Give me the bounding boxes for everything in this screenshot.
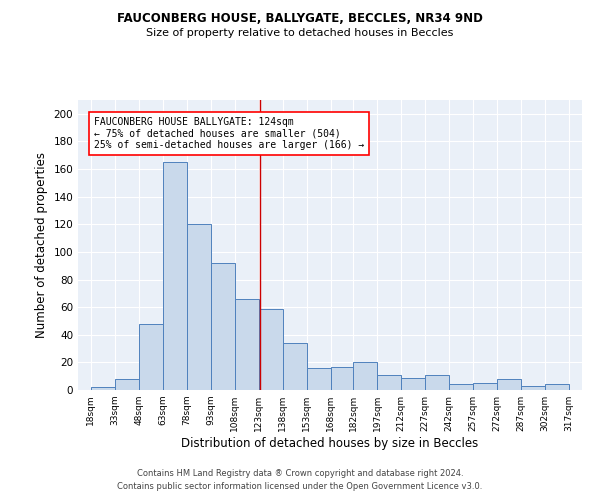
Bar <box>425 375 449 390</box>
Bar <box>307 368 331 390</box>
Text: FAUCONBERG HOUSE BALLYGATE: 124sqm
← 75% of detached houses are smaller (504)
25: FAUCONBERG HOUSE BALLYGATE: 124sqm ← 75%… <box>94 116 364 150</box>
Text: FAUCONBERG HOUSE, BALLYGATE, BECCLES, NR34 9ND: FAUCONBERG HOUSE, BALLYGATE, BECCLES, NR… <box>117 12 483 26</box>
Bar <box>115 379 139 390</box>
Text: Contains public sector information licensed under the Open Government Licence v3: Contains public sector information licen… <box>118 482 482 491</box>
Bar <box>521 386 545 390</box>
Bar <box>497 379 521 390</box>
Bar <box>401 378 425 390</box>
Bar <box>353 362 377 390</box>
Bar <box>377 375 401 390</box>
Bar <box>163 162 187 390</box>
Bar <box>211 263 235 390</box>
Bar <box>139 324 163 390</box>
Bar <box>259 308 283 390</box>
Text: Contains HM Land Registry data ® Crown copyright and database right 2024.: Contains HM Land Registry data ® Crown c… <box>137 468 463 477</box>
Bar <box>545 384 569 390</box>
Bar <box>331 366 355 390</box>
Bar <box>473 383 497 390</box>
Bar <box>187 224 211 390</box>
Bar <box>283 343 307 390</box>
Bar <box>91 387 115 390</box>
Text: Size of property relative to detached houses in Beccles: Size of property relative to detached ho… <box>146 28 454 38</box>
Y-axis label: Number of detached properties: Number of detached properties <box>35 152 48 338</box>
X-axis label: Distribution of detached houses by size in Beccles: Distribution of detached houses by size … <box>181 437 479 450</box>
Bar <box>235 299 259 390</box>
Bar <box>449 384 473 390</box>
